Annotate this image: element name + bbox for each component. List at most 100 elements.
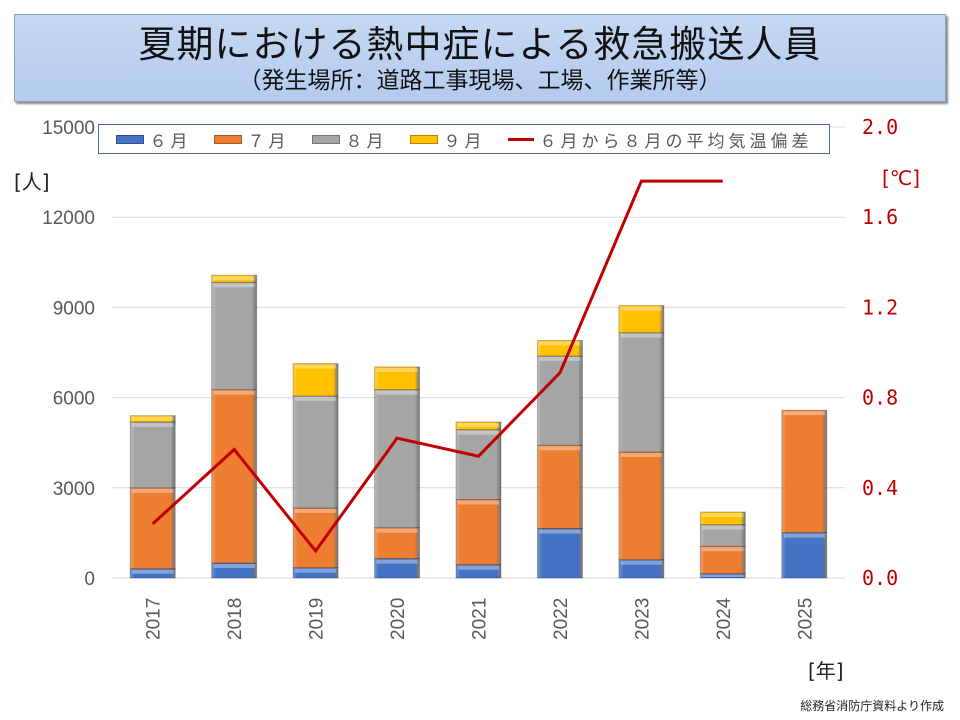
temperature-line bbox=[151, 179, 723, 554]
bar-bevel bbox=[132, 569, 174, 574]
y-tick-label: 15000 bbox=[42, 118, 95, 139]
bar-segment-7-2018 bbox=[211, 389, 258, 564]
y-tick-label: 0 bbox=[84, 569, 95, 590]
bar-segment-9-2017 bbox=[129, 415, 176, 423]
y2-tick-label: 0.8 bbox=[862, 386, 898, 410]
bar-bevel bbox=[702, 574, 744, 577]
x-tick-label: 2024 bbox=[714, 597, 735, 640]
bar-segment-8-2019 bbox=[292, 395, 339, 509]
legend-swatch bbox=[115, 134, 144, 144]
bar-segment-8-2017 bbox=[129, 421, 176, 489]
bar-segment-9-2024 bbox=[699, 511, 746, 526]
legend-item-august: ８月 bbox=[311, 127, 388, 152]
bar-bevel bbox=[539, 341, 581, 346]
bar-segment-9-2019 bbox=[292, 363, 339, 397]
bar-segment-7-2020 bbox=[374, 527, 421, 560]
x-tick-label: 2022 bbox=[551, 598, 572, 640]
bar-bevel bbox=[213, 283, 255, 288]
y2-tick-label: 0.4 bbox=[862, 476, 898, 500]
x-tick-label: 2020 bbox=[388, 598, 409, 640]
y-tick-label: 9000 bbox=[53, 298, 95, 319]
bar-bevel bbox=[620, 306, 662, 311]
legend-line-swatch bbox=[507, 137, 534, 141]
x-tick-label: 2023 bbox=[632, 598, 653, 640]
bar-bevel bbox=[376, 367, 418, 372]
legend-item-september: ９月 bbox=[409, 127, 486, 152]
bar-bevel bbox=[702, 525, 744, 530]
bar-bevel bbox=[620, 333, 662, 338]
bar-bevel bbox=[620, 560, 662, 565]
bar-bevel bbox=[132, 416, 174, 421]
x-tick-label: 2025 bbox=[795, 598, 816, 640]
bar-segment-6-2025 bbox=[781, 532, 828, 579]
bar-bevel bbox=[213, 390, 255, 395]
bar-bevel bbox=[620, 453, 662, 458]
bar-segment-9-2020 bbox=[374, 366, 421, 391]
bar-bevel bbox=[295, 568, 337, 573]
bar-segment-7-2021 bbox=[455, 499, 502, 566]
legend-label: ６月 bbox=[149, 131, 192, 152]
x-tick-label: 2021 bbox=[470, 598, 491, 640]
legend-label: ７月 bbox=[247, 131, 290, 152]
legend-swatch bbox=[213, 134, 242, 144]
bar-bevel bbox=[539, 356, 581, 361]
bar-bevel bbox=[702, 513, 744, 518]
legend-swatch bbox=[409, 134, 438, 144]
bar-segment-7-2019 bbox=[292, 507, 339, 569]
bar-bevel bbox=[295, 508, 337, 513]
legend-label: ９月 bbox=[443, 131, 486, 152]
y-tick-label: 12000 bbox=[42, 208, 95, 229]
bar-bevel bbox=[132, 488, 174, 493]
legend-label: ６月から８月の平均気温偏差 bbox=[539, 131, 813, 152]
bar-bevel bbox=[376, 559, 418, 564]
chart-title: 夏期における熱中症による救急搬送人員 bbox=[138, 23, 822, 66]
bar-bevel bbox=[213, 563, 255, 568]
y2-tick-label: 1.6 bbox=[862, 205, 898, 229]
bar-bevel bbox=[376, 390, 418, 395]
bar-segment-9-2021 bbox=[455, 421, 502, 431]
bar-bevel bbox=[458, 500, 499, 505]
bar-bevel bbox=[458, 430, 499, 435]
legend-swatch bbox=[311, 134, 340, 144]
bar-segment-7-2023 bbox=[618, 451, 665, 561]
bar-segment-8-2018 bbox=[211, 281, 258, 391]
bar-segment-7-2017 bbox=[129, 487, 176, 570]
bar-bevel bbox=[783, 533, 825, 538]
bar-segment-7-2025 bbox=[781, 409, 828, 534]
y2-tick-label: 0.0 bbox=[862, 566, 898, 590]
bar-bevel bbox=[458, 565, 499, 570]
legend-label: ８月 bbox=[345, 131, 388, 152]
chart-subtitle: （発生場所：道路工事現場、工場、作業所等） bbox=[238, 68, 722, 94]
y-axis-unit: [人] bbox=[14, 170, 50, 194]
legend: ６月 ７月 ８月 ９月 ６月から８月の平均気温偏差 bbox=[98, 124, 830, 154]
bar-bevel bbox=[702, 547, 744, 552]
bar-bevel bbox=[783, 411, 825, 416]
y-tick-label: 6000 bbox=[53, 389, 95, 410]
bar-bevel bbox=[458, 422, 499, 427]
bar-bevel bbox=[539, 529, 581, 534]
bar-segment-6-2023 bbox=[618, 559, 665, 579]
x-axis-unit: [年] bbox=[808, 659, 844, 683]
y2-tick-label: 2.0 bbox=[862, 115, 898, 139]
bar-bevel bbox=[132, 422, 174, 427]
bar-segment-8-2023 bbox=[618, 332, 665, 453]
bar-bevel bbox=[295, 396, 337, 401]
y2-tick-label: 1.2 bbox=[862, 295, 898, 319]
bar-segment-9-2018 bbox=[211, 274, 258, 283]
bar-segment-9-2023 bbox=[618, 305, 665, 334]
title-box: 夏期における熱中症による救急搬送人員 （発生場所：道路工事現場、工場、作業所等） bbox=[14, 14, 946, 102]
legend-item-temperature: ６月から８月の平均気温偏差 bbox=[507, 127, 813, 152]
legend-item-july: ７月 bbox=[213, 127, 290, 152]
y-tick-label: 3000 bbox=[53, 479, 95, 500]
bar-bevel bbox=[539, 446, 581, 451]
x-tick-label: 2019 bbox=[307, 598, 328, 640]
bar-bevel bbox=[213, 276, 255, 281]
bar-bevel bbox=[295, 364, 337, 369]
legend-item-june: ６月 bbox=[115, 127, 192, 152]
source-note: 総務省消防庁資料より作成 bbox=[800, 699, 944, 713]
x-tick-label: 2018 bbox=[225, 598, 246, 640]
x-tick-label: 2017 bbox=[144, 598, 165, 640]
bar-segment-6-2022 bbox=[536, 528, 583, 579]
y2-axis-unit: [℃] bbox=[882, 166, 921, 190]
